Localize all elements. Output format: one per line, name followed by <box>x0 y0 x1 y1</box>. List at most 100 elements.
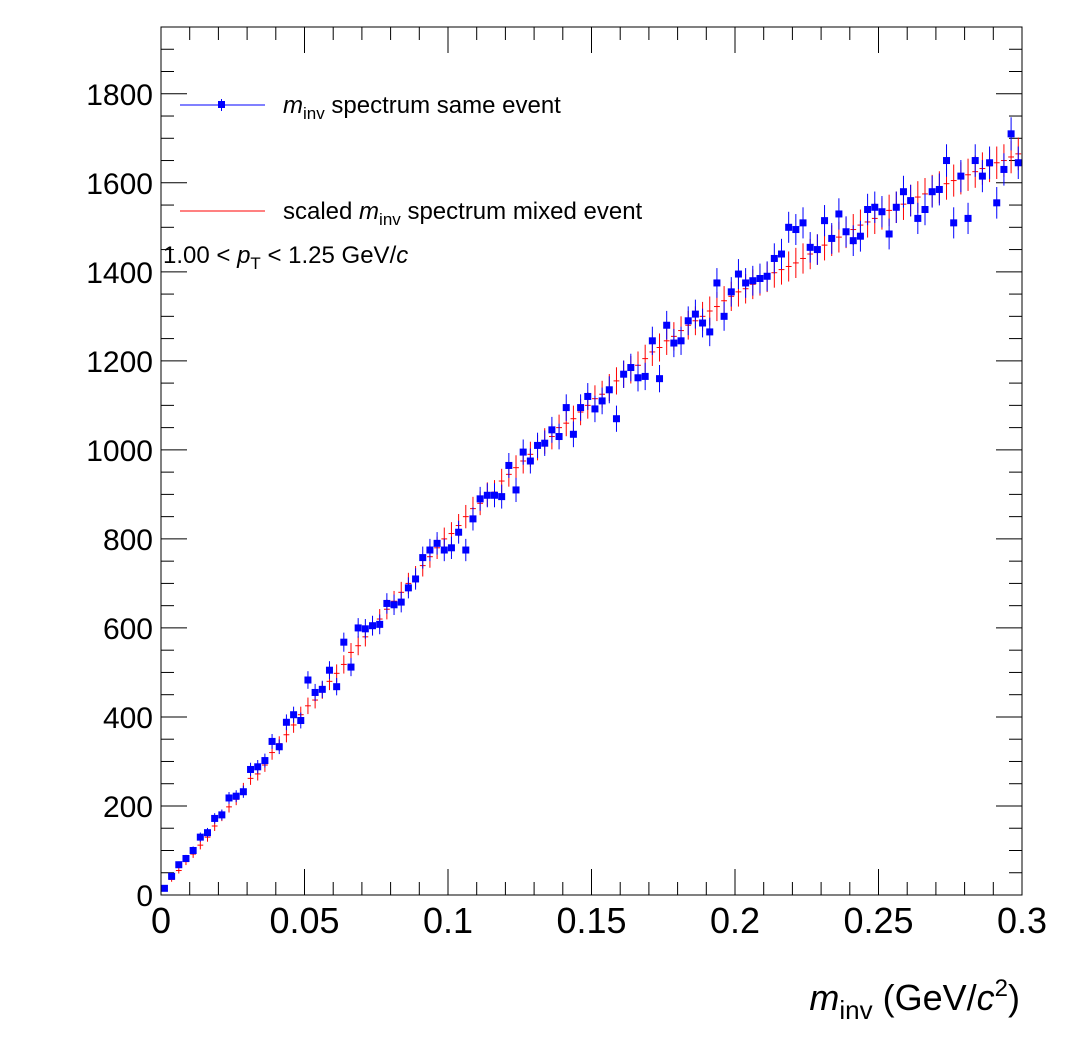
legend-label-same-event: minv spectrum same event <box>283 92 561 123</box>
legend-label-mixed-event: scaled minv spectrum mixed event <box>283 198 643 229</box>
plot-frame <box>160 26 1023 896</box>
data-point-same <box>1007 117 1015 151</box>
data-point-same <box>620 360 628 388</box>
data-point-same <box>512 477 520 503</box>
data-point-same <box>304 671 312 689</box>
data-point-mixed <box>305 697 311 715</box>
data-point-same <box>333 678 341 696</box>
data-point-same <box>892 191 900 224</box>
data-point-same <box>541 430 549 456</box>
data-point-same <box>160 884 168 892</box>
data-point-same <box>218 809 226 821</box>
data-point-mixed <box>340 655 347 674</box>
data-point-same <box>670 328 678 358</box>
data-point-same <box>577 394 585 421</box>
data-point-mixed <box>950 164 957 197</box>
y-tick-label: 1800 <box>86 79 153 112</box>
data-point-same <box>318 680 326 698</box>
data-point-mixed <box>355 636 362 656</box>
data-point-same <box>914 202 922 235</box>
data-point-same <box>419 546 427 569</box>
data-point-same <box>175 861 183 869</box>
legend-entry-same-event: minv spectrum same event <box>180 92 561 123</box>
data-point-same <box>383 593 391 614</box>
data-point-same <box>498 484 506 509</box>
y-tick-label: 1200 <box>86 346 153 379</box>
data-point-same <box>347 658 355 677</box>
data-point-same <box>699 308 707 338</box>
data-point-same <box>354 618 362 638</box>
data-point-same <box>899 175 907 208</box>
data-point-same <box>964 202 972 235</box>
data-point-same <box>641 362 649 391</box>
data-point-same <box>476 486 484 511</box>
data-point-same <box>928 175 936 208</box>
data-point-same <box>835 198 843 230</box>
y-tick-label: 1000 <box>86 435 153 468</box>
data-point-same <box>519 439 527 465</box>
data-point-same <box>756 263 764 294</box>
x-tick-label: 0.15 <box>556 900 626 941</box>
data-point-same <box>656 365 664 393</box>
data-point-same <box>799 207 807 239</box>
data-point-same <box>282 714 290 731</box>
data-point-mixed <box>965 158 971 191</box>
data-point-mixed <box>613 367 620 395</box>
data-point-same <box>591 395 599 423</box>
data-point-same <box>950 207 958 239</box>
data-point-same <box>548 416 556 443</box>
y-tick-label: 400 <box>103 702 153 735</box>
data-point-same <box>211 813 219 824</box>
data-point-same <box>261 753 269 768</box>
data-point-same <box>203 827 211 838</box>
y-tick-label: 0 <box>136 880 153 913</box>
data-point-same <box>813 234 821 265</box>
data-point-same <box>196 832 204 842</box>
data-point-same <box>885 218 893 250</box>
data-point-mixed <box>656 333 663 362</box>
data-point-mixed <box>800 243 806 274</box>
data-point-same <box>978 160 986 193</box>
data-point-same <box>239 785 247 798</box>
data-point-same <box>225 792 233 804</box>
data-point-same <box>993 187 1001 219</box>
data-point-same <box>957 160 965 193</box>
data-point-same <box>376 614 384 635</box>
data-point-same <box>268 733 276 749</box>
data-point-mixed <box>792 247 799 279</box>
y-tick-label: 600 <box>103 613 153 646</box>
data-point-same <box>627 353 635 382</box>
x-tick-label: 0 <box>151 900 171 941</box>
data-point-same <box>483 483 491 508</box>
data-point-same <box>777 238 785 270</box>
data-point-mixed <box>785 251 792 282</box>
x-tick-label: 0.2 <box>710 900 760 941</box>
data-point-same <box>856 220 864 252</box>
data-point-same <box>691 299 699 329</box>
data-point-same <box>849 225 857 257</box>
data-point-same <box>361 619 369 639</box>
x-tick-label: 0.3 <box>997 900 1047 941</box>
data-point-same <box>311 683 319 702</box>
data-point-mixed <box>462 504 469 529</box>
data-point-same <box>1014 146 1022 180</box>
data-point-same <box>189 846 197 855</box>
data-point-same <box>232 790 240 803</box>
data-point-same <box>935 173 943 206</box>
data-point-same <box>505 453 513 478</box>
data-point-same <box>785 211 793 243</box>
data-point-same <box>598 387 606 415</box>
data-point-same <box>821 205 829 237</box>
data-point-same <box>734 259 742 290</box>
data-point-same <box>864 193 872 226</box>
x-tick-label: 0.05 <box>269 900 339 941</box>
data-point-same <box>907 184 915 217</box>
data-point-same <box>648 326 656 355</box>
data-point-same <box>605 376 613 404</box>
data-point-same <box>247 762 255 777</box>
data-point-same <box>878 196 886 228</box>
data-point-same <box>433 532 441 555</box>
y-tick-labels: 0 200 400 600 800 1000 1200 1400 1600 1800 <box>86 79 153 913</box>
data-point-same <box>763 261 771 292</box>
data-point-same <box>168 872 176 880</box>
